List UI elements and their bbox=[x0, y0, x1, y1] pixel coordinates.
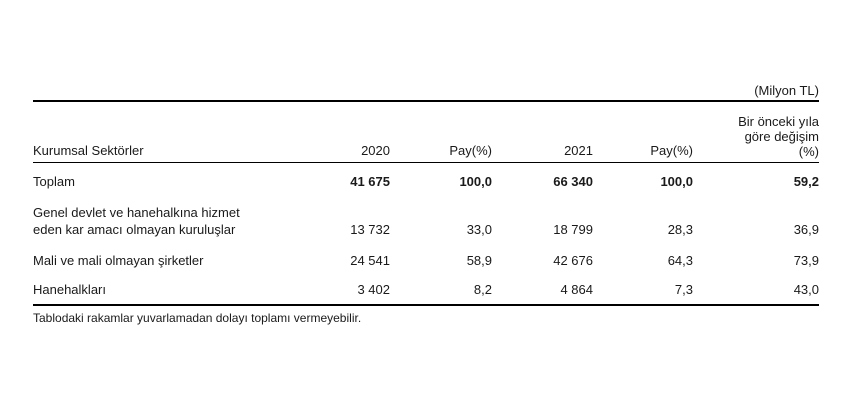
cell-pay-2021: 100,0 bbox=[660, 174, 693, 189]
col-header-change: Bir önceki yıla göre değişim (%) bbox=[693, 101, 819, 163]
sector-accounts-table: Kurumsal Sektörler 2020 Pay(%) 2021 Pay(… bbox=[33, 100, 819, 306]
col-header-change-line1: Bir önceki yıla bbox=[738, 114, 819, 129]
col-header-pay-2021: Pay(%) bbox=[593, 101, 693, 163]
cell-2021: 42 676 bbox=[553, 253, 593, 268]
table-row-mali-sirketler: Mali ve mali olmayan şirketler 24 541 58… bbox=[33, 245, 819, 277]
cell-pay-2020: 8,2 bbox=[390, 277, 492, 306]
col-header-pay-2020: Pay(%) bbox=[390, 101, 492, 163]
table-row-toplam: Toplam 41 675 100,0 66 340 100,0 59,2 bbox=[33, 163, 819, 199]
cell-pay-2020: 33,0 bbox=[466, 222, 492, 237]
cell-pay-2021: 28,3 bbox=[667, 222, 693, 237]
cell-2021: 66 340 bbox=[553, 174, 593, 189]
cell-pay-2021: 7,3 bbox=[593, 277, 693, 306]
table-row-hanehalklari: Hanehalkları 3 402 8,2 4 864 7,3 43,0 bbox=[33, 277, 819, 306]
cell-2020: 24 541 bbox=[350, 253, 390, 268]
cell-2020: 3 402 bbox=[288, 277, 390, 306]
table-row-genel-devlet: Genel devlet ve hanehalkına hizmet eden … bbox=[33, 198, 819, 245]
cell-2020: 41 675 bbox=[350, 174, 390, 189]
table-header-row: Kurumsal Sektörler 2020 Pay(%) 2021 Pay(… bbox=[33, 101, 819, 163]
cell-2020: 13 732 bbox=[350, 222, 390, 237]
row-label-line1: Genel devlet ve hanehalkına hizmet bbox=[33, 205, 240, 220]
row-label: Genel devlet ve hanehalkına hizmet eden … bbox=[33, 198, 288, 245]
cell-pay-2021: 64,3 bbox=[667, 253, 693, 268]
row-label: Hanehalkları bbox=[33, 277, 288, 306]
cell-2021: 4 864 bbox=[492, 277, 593, 306]
statistics-table-sheet: (Milyon TL) Kurumsal Sektörler 2020 Pay(… bbox=[33, 84, 819, 326]
col-header-kurumsal-sektorler: Kurumsal Sektörler bbox=[33, 101, 288, 163]
cell-change: 73,9 bbox=[793, 253, 819, 268]
cell-change: 43,0 bbox=[693, 277, 819, 306]
cell-2021: 18 799 bbox=[553, 222, 593, 237]
unit-label: (Milyon TL) bbox=[754, 83, 819, 98]
row-label: Mali ve mali olmayan şirketler bbox=[33, 253, 204, 268]
cell-change: 36,9 bbox=[793, 222, 819, 237]
cell-pay-2020: 58,9 bbox=[466, 253, 492, 268]
col-header-2021: 2021 bbox=[492, 101, 593, 163]
cell-pay-2020: 100,0 bbox=[459, 174, 492, 189]
col-header-change-line3: (%) bbox=[798, 144, 819, 159]
row-label: Toplam bbox=[33, 174, 75, 189]
col-header-2020: 2020 bbox=[288, 101, 390, 163]
row-label-line2: eden kar amacı olmayan kuruluşlar bbox=[33, 222, 236, 237]
col-header-change-line2: göre değişim bbox=[744, 129, 819, 144]
cell-change: 59,2 bbox=[793, 174, 819, 189]
table-footnote: Tablodaki rakamlar yuvarlamadan dolayı t… bbox=[33, 311, 362, 325]
